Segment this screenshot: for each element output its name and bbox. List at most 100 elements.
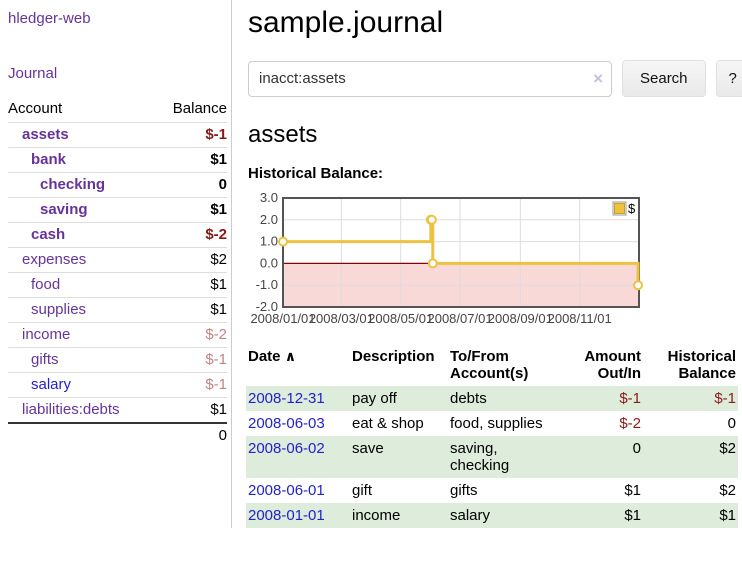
transaction-date-link[interactable]: 2008-06-02 bbox=[248, 440, 325, 457]
balance-column-header: Historical Balance bbox=[667, 348, 736, 382]
amount-column-header: Amount Out/In bbox=[584, 348, 641, 382]
register-row[interactable]: 2008-06-01 gift gifts $1 $2 bbox=[246, 478, 738, 503]
account-row: bank $1 bbox=[8, 147, 227, 173]
svg-text:2008/01/01: 2008/01/01 bbox=[250, 311, 315, 326]
account-row: checking 0 bbox=[8, 172, 227, 198]
register-header-row: Date ∧ Description To/From Account(s) Am… bbox=[246, 346, 738, 386]
svg-text:$: $ bbox=[628, 201, 636, 216]
account-link-assets[interactable]: assets bbox=[22, 126, 69, 143]
accounts-total-row: 0 bbox=[8, 422, 227, 448]
app: hledger-web Journal Account Balance asse… bbox=[0, 0, 742, 528]
account-balance: $-2 bbox=[155, 222, 227, 248]
account-balance: $1 bbox=[155, 397, 227, 424]
transaction-amount: $-1 bbox=[558, 386, 643, 411]
transaction-balance: $-1 bbox=[643, 386, 738, 411]
svg-text:-2.0: -2.0 bbox=[256, 299, 278, 314]
account-row: liabilities:debts $1 bbox=[8, 397, 227, 424]
transaction-amount: $-2 bbox=[619, 415, 641, 432]
main-content: sample.journal × Search ? assets Histori… bbox=[232, 0, 742, 528]
balance-column-header: Balance bbox=[155, 96, 227, 123]
transaction-description: gift bbox=[352, 482, 373, 499]
account-row: cash $-2 bbox=[8, 222, 227, 248]
svg-text:1.0: 1.0 bbox=[260, 234, 278, 249]
account-link-income[interactable]: income bbox=[22, 326, 71, 343]
transaction-date-link[interactable]: 2008-01-01 bbox=[248, 507, 325, 524]
sort-ascending-icon: ∧ bbox=[284, 348, 297, 364]
account-link-food[interactable]: food bbox=[31, 276, 61, 293]
account-link-supplies[interactable]: supplies bbox=[31, 301, 87, 318]
transaction-accounts: debts bbox=[448, 386, 558, 411]
chart-canvas: $3.0 2.0 1.0 0.0 -1.0 -2.02008/01/012008/03/0… bbox=[250, 190, 644, 326]
account-balance: 0 bbox=[155, 172, 227, 198]
svg-text:2008/05/01: 2008/05/01 bbox=[368, 311, 433, 326]
page-title: sample.journal bbox=[248, 6, 444, 39]
date-column-header[interactable]: Date ∧ bbox=[248, 348, 297, 365]
transaction-description: eat & shop bbox=[352, 415, 424, 432]
transaction-date-link[interactable]: 2008-06-03 bbox=[248, 415, 325, 432]
register-row[interactable]: 2008-06-02 save saving, checking 0 $2 bbox=[246, 436, 738, 478]
account-row: income $-2 bbox=[8, 322, 227, 348]
account-balance: $-1 bbox=[155, 122, 227, 148]
account-link-expenses[interactable]: expenses bbox=[22, 251, 87, 268]
chart-label: Historical Balance: bbox=[248, 165, 384, 182]
account-balance: $-1 bbox=[155, 347, 227, 373]
account-link-cash[interactable]: cash bbox=[31, 226, 66, 243]
transaction-date-link[interactable]: 2008-12-31 bbox=[248, 390, 325, 407]
svg-text:2008/11/01: 2008/11/01 bbox=[548, 311, 612, 326]
transaction-accounts: saving, checking bbox=[448, 436, 558, 478]
account-balance: $1 bbox=[155, 147, 227, 173]
transaction-accounts: food, supplies bbox=[450, 415, 543, 432]
account-row: supplies $1 bbox=[8, 297, 227, 323]
account-balance: $1 bbox=[155, 297, 227, 323]
account-link-salary[interactable]: salary bbox=[31, 376, 72, 393]
account-link-bank[interactable]: bank bbox=[31, 151, 67, 168]
transaction-balance: $2 bbox=[719, 482, 736, 499]
sidebar-item-journal[interactable]: Journal bbox=[8, 65, 58, 82]
svg-text:0.0: 0.0 bbox=[260, 255, 278, 270]
svg-text:3.0: 3.0 bbox=[260, 190, 278, 205]
register-row[interactable]: 2008-06-03 eat & shop food, supplies $-2… bbox=[246, 411, 738, 436]
transaction-balance: $2 bbox=[643, 436, 738, 478]
transaction-description: save bbox=[350, 436, 448, 478]
transaction-accounts: gifts bbox=[450, 482, 478, 499]
account-page-title: assets bbox=[248, 121, 318, 148]
accounts-header-row: Account Balance bbox=[8, 96, 227, 123]
account-row: salary $-1 bbox=[8, 372, 227, 398]
svg-text:-1.0: -1.0 bbox=[256, 277, 278, 292]
account-balance: $1 bbox=[155, 272, 227, 298]
account-row: assets $-1 bbox=[8, 122, 227, 148]
clear-search-icon[interactable]: × bbox=[593, 68, 603, 88]
accounts-total: 0 bbox=[155, 422, 227, 448]
account-balance: $-2 bbox=[155, 322, 227, 348]
account-column-header: Account bbox=[8, 96, 156, 123]
svg-text:2008/07/01: 2008/07/01 bbox=[427, 311, 492, 326]
transaction-balance: $1 bbox=[643, 503, 738, 528]
register-row[interactable]: 2008-01-01 income salary $1 $1 bbox=[246, 503, 738, 528]
search-button[interactable]: Search bbox=[622, 60, 706, 97]
transaction-accounts: salary bbox=[448, 503, 558, 528]
transaction-amount: 0 bbox=[558, 436, 643, 478]
account-link-checking[interactable]: checking bbox=[40, 176, 106, 193]
historical-balance-chart: $3.0 2.0 1.0 0.0 -1.0 -2.0 2008/01/01 2008/03/0… bbox=[246, 188, 646, 328]
account-balance: $1 bbox=[155, 197, 227, 223]
account-balance: $-1 bbox=[155, 372, 227, 398]
search-input[interactable] bbox=[248, 60, 612, 97]
account-link-liabilities-debts[interactable]: liabilities:debts bbox=[22, 401, 120, 418]
account-link-saving[interactable]: saving bbox=[40, 201, 88, 218]
search-help-button[interactable]: ? bbox=[715, 60, 742, 97]
svg-text:2.0: 2.0 bbox=[260, 212, 278, 227]
transaction-amount: $1 bbox=[624, 482, 641, 499]
register-row[interactable]: 2008-12-31 pay off debts $-1 $-1 bbox=[246, 386, 738, 411]
account-balance: $2 bbox=[155, 247, 227, 273]
description-column-header: Description bbox=[352, 348, 435, 365]
transaction-date-link[interactable]: 2008-06-01 bbox=[248, 482, 325, 499]
accounts-column-header: To/From Account(s) bbox=[450, 348, 529, 382]
account-row: saving $1 bbox=[8, 197, 227, 223]
register-table: Date ∧ Description To/From Account(s) Am… bbox=[246, 346, 738, 528]
transaction-balance: 0 bbox=[727, 415, 736, 432]
svg-text:2008/09/01: 2008/09/01 bbox=[488, 311, 553, 326]
account-link-gifts[interactable]: gifts bbox=[31, 351, 59, 368]
brand: hledger-web bbox=[8, 10, 227, 27]
brand-link[interactable]: hledger-web bbox=[8, 10, 91, 27]
sidebar: hledger-web Journal Account Balance asse… bbox=[0, 0, 232, 528]
